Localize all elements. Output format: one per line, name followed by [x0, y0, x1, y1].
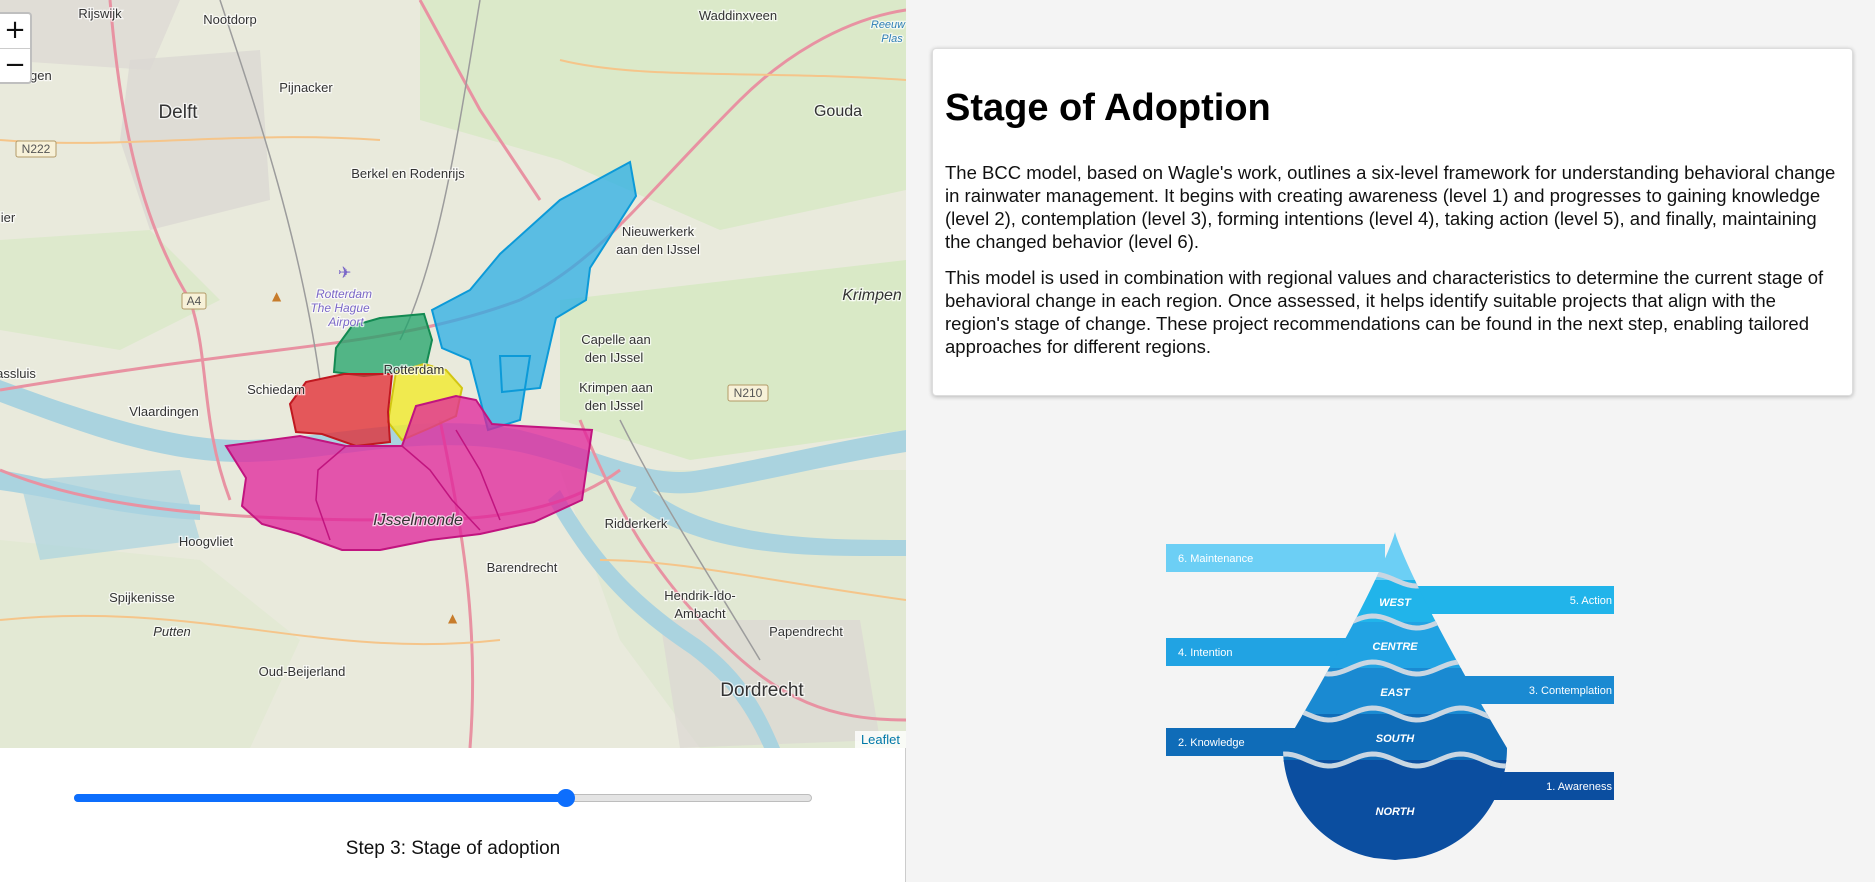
road-badge-label: N222	[22, 142, 51, 156]
leaflet-attribution-link[interactable]: Leaflet	[854, 731, 906, 748]
level-label: 2. Knowledge	[1178, 737, 1245, 749]
map-canvas[interactable]: RijswijkNootdorpWaddinxveenReeuwPlaserin…	[0, 0, 906, 748]
map-place-label: Ambacht	[674, 606, 726, 621]
map-view[interactable]: RijswijkNootdorpWaddinxveenReeuwPlaserin…	[0, 0, 906, 748]
region-blue	[430, 160, 638, 432]
region-red	[288, 373, 394, 448]
map-place-label: Rotterdam	[384, 362, 445, 377]
info-paragraph-2: This model is used in combination with r…	[945, 267, 1824, 357]
adoption-drop-diagram: 6. Maintenance 5. Action 4. Intention 3. Co…	[1160, 528, 1620, 868]
map-place-label: Rijswijk	[78, 6, 122, 21]
step-slider[interactable]	[74, 789, 812, 807]
region-label: WEST	[1379, 597, 1412, 609]
map-place-label: Ridderkerk	[605, 516, 668, 531]
map-place-label: Plas	[881, 33, 903, 45]
map-place-label: Papendrecht	[769, 624, 843, 639]
map-place-label: Schiedam	[247, 382, 305, 397]
map-place-label: Capelle aan	[581, 332, 650, 347]
level-label: 5. Action	[1570, 595, 1612, 607]
info-paragraph-1: The BCC model, based on Wagle's work, ou…	[945, 162, 1836, 252]
road-badge-label: A4	[187, 294, 202, 308]
drop-diagram-canvas: 6. Maintenance 5. Action 4. Intention 3. Co…	[1166, 532, 1614, 860]
level-label: 1. Awareness	[1546, 781, 1612, 793]
zoom-out-button[interactable]: −	[0, 48, 30, 82]
map-place-label: IJsselmonde	[373, 512, 463, 529]
map-place-label: Hendrik-Ido-	[664, 588, 736, 603]
map-place-label: Krimpen	[842, 287, 902, 304]
zoom-control: + −	[0, 12, 32, 84]
slider-fill	[74, 794, 566, 802]
map-place-label: Delft	[158, 102, 198, 123]
map-place-label: Airport	[327, 315, 364, 329]
map-place-label: Dordrecht	[720, 680, 804, 701]
drop-wave	[1283, 705, 1507, 723]
drop-wave	[1283, 613, 1507, 631]
map-place-label: Spijkenisse	[109, 590, 175, 605]
level-banner	[1166, 544, 1385, 572]
map-place-label: Gouda	[814, 103, 862, 120]
map-place-label: The Hague	[310, 301, 370, 315]
slider-thumb[interactable]	[556, 789, 575, 807]
map-place-label: Oud-Beijerland	[259, 664, 346, 679]
peak-icon: ▲	[272, 289, 282, 303]
map-place-label: Vlaardingen	[129, 404, 198, 419]
step-label: Step 3: Stage of adoption	[345, 838, 561, 859]
drop-wave	[1283, 571, 1507, 589]
region-magenta	[224, 394, 594, 551]
region-label: EAST	[1380, 687, 1411, 699]
peak-icon: ▲	[448, 611, 458, 625]
zoom-in-button[interactable]: +	[4, 15, 26, 45]
map-place-label: Barendrecht	[487, 560, 558, 575]
level-banner	[1405, 586, 1614, 614]
region-label: NORTH	[1376, 806, 1416, 818]
road-badge	[15, 140, 57, 158]
map-place-label: Hoogvliet	[179, 534, 234, 549]
map-place-label: den IJssel	[585, 350, 644, 365]
map-place-label: ier	[1, 210, 16, 225]
level-label: 3. Contemplation	[1529, 685, 1612, 697]
map-place-label: Nieuwerkerk	[622, 224, 695, 239]
map-place-label: den IJssel	[585, 398, 644, 413]
region-label: SOUTH	[1376, 733, 1416, 745]
region-label: CENTRE	[1372, 641, 1418, 653]
map-place-label: Krimpen aan	[579, 380, 653, 395]
map-place-label: assluis	[0, 366, 36, 381]
map-place-label: Putten	[153, 624, 191, 639]
map-place-label: Pijnacker	[279, 80, 333, 95]
map-place-label: Nootdorp	[203, 12, 256, 27]
map-place-label: Rotterdam	[316, 287, 372, 301]
map-place-label: Waddinxveen	[699, 8, 777, 23]
map-place-label: Reeuw	[871, 19, 906, 31]
level-label: 6. Maintenance	[1178, 553, 1253, 565]
road-badge	[727, 384, 769, 402]
map-place-label: Berkel en Rodenrijs	[351, 166, 465, 181]
left-panel: RijswijkNootdorpWaddinxveenReeuwPlaserin…	[0, 0, 906, 882]
road-badge	[181, 292, 207, 310]
level-label: 4. Intention	[1178, 647, 1232, 659]
drop-wave	[1283, 659, 1507, 677]
info-title: Stage of Adoption	[945, 87, 1271, 129]
road-badge-label: N210	[734, 386, 763, 400]
drop-wave	[1283, 751, 1507, 769]
airport-icon: ✈	[338, 263, 351, 282]
info-card: Stage of Adoption The BCC model, based o…	[932, 48, 1853, 396]
map-place-label: aan den IJssel	[616, 242, 700, 257]
